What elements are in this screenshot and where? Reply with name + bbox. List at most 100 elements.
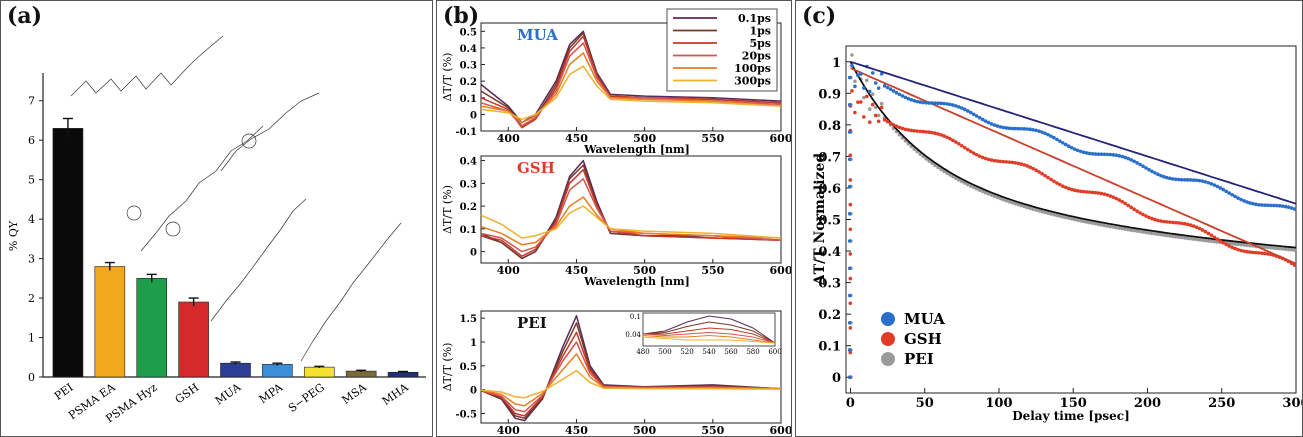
data-point-MUA [974,114,979,118]
subplot-frame [480,310,782,424]
data-point-MUA [900,94,905,98]
data-point-PEI [965,182,970,187]
data-point-GSH [870,102,875,107]
inset-y-tick-label: 0.04 [625,331,641,339]
data-point-PEI [968,184,973,188]
data-point-GSH [986,157,991,162]
x-tick-label: MPA [257,380,286,406]
data-point-MUA [1055,137,1059,142]
data-point-MUA [939,101,943,106]
data-point-PEI [1265,245,1270,250]
data-point-GSH [867,120,872,125]
data-point-GSH [1141,212,1145,217]
data-point-MUA [847,293,852,298]
data-point-MUA [1120,154,1125,159]
data-point-GSH [983,156,988,161]
data-point-PEI [853,79,857,84]
data-point-PEI [870,92,875,96]
data-point-GSH [1135,209,1139,213]
data-point-MUA [1230,192,1234,197]
data-point-MUA [909,98,914,102]
data-point-GSH [1087,190,1092,194]
data-point-MUA [965,109,970,113]
data-point-MUA [933,101,937,105]
data-point-GSH [1064,185,1068,190]
data-point-PEI [876,113,881,118]
data-point-MUA [924,100,928,105]
data-point-MUA [1182,177,1187,182]
data-point-MUA [847,184,852,189]
legend-label: 1ps [749,25,771,38]
data-point-MUA [894,90,899,95]
legend-label: PEI [904,350,934,368]
spectrum-line-20ps [480,178,782,253]
data-point-PEI [1105,224,1110,228]
data-point-MUA [1239,197,1243,202]
data-point-MUA [1114,153,1119,158]
legend-label: 0.1ps [738,12,771,25]
data-point-GSH [1055,181,1059,185]
x-axis-label: Delay time [psec] [1012,409,1130,423]
data-point-GSH [848,326,853,330]
inset-x-tick-label: 500 [658,348,671,356]
data-point-MUA [1265,203,1270,208]
bar-PEI [52,128,84,378]
x-tick-label: 0 [846,396,855,411]
data-point-MUA [847,266,852,271]
data-point-GSH [1236,247,1240,252]
data-point-MUA [856,73,860,77]
data-point-MUA [1129,158,1133,162]
data-point-PEI [1144,230,1148,235]
data-point-MUA [1034,128,1038,133]
inset-spectrum-line [642,334,776,344]
x-tick-label: 500 [633,264,656,277]
inset-x-tick-label: 480 [636,348,649,356]
y-tick-label: 0.4 [460,157,477,168]
y-axis-label: ΔT/T (%) [441,343,454,392]
inset-x-tick-label: 600 [768,348,781,356]
subplot-label: PEI [517,314,547,332]
legend-label: 5ps [749,37,771,50]
data-point-PEI [1120,226,1125,231]
x-tick-label: 200 [1134,396,1161,411]
y-tick-label: 1.5 [460,314,477,325]
data-point-MUA [1052,135,1056,140]
data-point-MUA [921,100,926,105]
data-point-MUA [1170,177,1175,181]
data-point-PEI [1061,215,1065,219]
data-point-GSH [903,127,908,132]
data-point-GSH [918,129,923,134]
y-tick-label: 0.2 [460,77,477,88]
data-point-MUA [847,348,852,352]
data-point-MUA [897,92,902,97]
data-point-MUA [1221,187,1226,192]
data-point-PEI [1209,239,1214,244]
data-point-PEI [1138,229,1142,234]
y-tick-label: 0.3 [460,61,477,72]
data-point-GSH [1153,217,1157,222]
data-point-PEI [1263,245,1267,249]
data-point-GSH [1102,192,1107,196]
data-point-MUA [1242,199,1246,203]
data-point-PEI [995,195,1000,200]
data-point-MUA [1167,176,1172,181]
x-tick-label: 500 [633,132,656,145]
data-point-GSH [974,152,979,157]
data-point-PEI [1040,209,1044,214]
data-point-MUA [1043,131,1047,136]
data-point-GSH [977,154,982,158]
data-point-GSH [848,252,853,256]
data-point-GSH [1224,242,1228,247]
data-point-GSH [948,136,952,141]
data-point-GSH [1191,224,1196,228]
legend-marker-MUA [881,312,895,326]
data-point-PEI [1283,247,1288,251]
data-point-MUA [912,98,917,103]
data-point-GSH [1004,160,1009,164]
data-point-GSH [1031,166,1035,171]
legend-label: GSH [904,330,942,348]
data-point-GSH [1061,184,1065,188]
data-point-MUA [1173,177,1178,182]
data-point-PEI [1043,210,1047,215]
